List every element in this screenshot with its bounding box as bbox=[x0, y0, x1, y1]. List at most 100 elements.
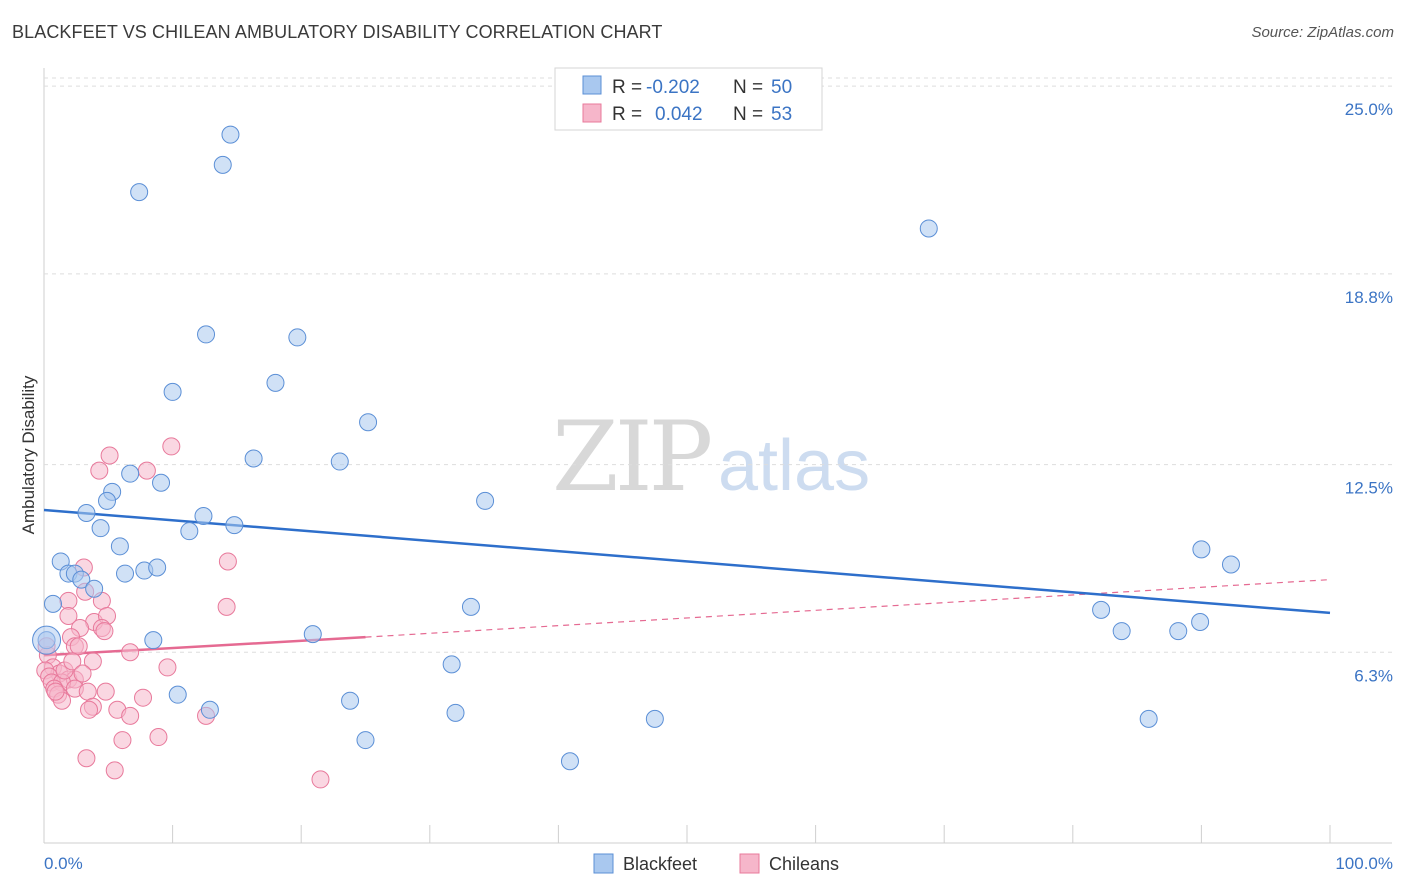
blackfeet-point bbox=[194, 507, 213, 526]
blackfeet-point bbox=[476, 491, 495, 510]
x-tick-label-min: 0.0% bbox=[44, 854, 83, 873]
blackfeet-point bbox=[560, 752, 579, 771]
legend-n-label-chileans: N = bbox=[733, 104, 763, 125]
chileans-point bbox=[77, 749, 96, 768]
bottom-legend-label-blackfeet: Blackfeet bbox=[623, 854, 697, 874]
legend: R = -0.202 N = 50 R = 0.042 N = 53 bbox=[554, 67, 823, 131]
y-axis-label: Ambulatory Disability bbox=[19, 375, 38, 534]
blackfeet-point bbox=[1092, 600, 1111, 619]
blackfeet-point bbox=[72, 570, 91, 589]
blackfeet-point bbox=[197, 325, 216, 344]
blackfeet-point bbox=[213, 155, 232, 174]
y-tick-label: 6.3% bbox=[1354, 666, 1393, 685]
chileans-point bbox=[90, 461, 109, 480]
blackfeet-point bbox=[356, 731, 375, 750]
blackfeet-point bbox=[221, 125, 240, 144]
blackfeet-point bbox=[359, 413, 378, 432]
chileans-points bbox=[36, 437, 330, 789]
chileans-point bbox=[113, 731, 132, 750]
chileans-point bbox=[158, 658, 177, 677]
blackfeet-point bbox=[91, 519, 110, 538]
blackfeet-point bbox=[180, 522, 199, 541]
blackfeet-point bbox=[1169, 622, 1188, 641]
chileans-point bbox=[121, 706, 140, 725]
y-tick-label: 25.0% bbox=[1345, 100, 1393, 119]
chileans-point bbox=[217, 597, 236, 616]
x-tick-label-max: 100.0% bbox=[1335, 854, 1393, 873]
y-tick-label: 12.5% bbox=[1345, 479, 1393, 498]
chileans-point bbox=[100, 446, 119, 465]
blackfeet-point bbox=[244, 449, 263, 468]
legend-r-value-chileans: 0.042 bbox=[655, 104, 703, 125]
chart-title: BLACKFEET VS CHILEAN AMBULATORY DISABILI… bbox=[12, 22, 663, 42]
source-label: Source: ZipAtlas.com bbox=[1251, 24, 1394, 41]
legend-r-label-blackfeet: R = bbox=[612, 77, 642, 98]
blackfeet-point bbox=[225, 516, 244, 535]
chileans-point bbox=[218, 552, 237, 571]
watermark-atlas: atlas bbox=[718, 426, 870, 506]
blackfeet-point bbox=[330, 452, 349, 471]
blackfeet-point bbox=[148, 558, 167, 577]
blackfeet-point bbox=[110, 537, 129, 556]
blackfeet-point bbox=[98, 491, 117, 510]
blackfeet-point bbox=[144, 631, 163, 650]
blackfeet-point bbox=[266, 373, 285, 392]
watermark-zip: ZIP bbox=[552, 401, 711, 513]
legend-n-label-blackfeet: N = bbox=[733, 77, 763, 98]
legend-r-label-chileans: R = bbox=[612, 104, 642, 125]
blackfeet-point bbox=[1112, 622, 1131, 641]
chileans-point bbox=[69, 637, 88, 656]
blackfeet-point bbox=[168, 685, 187, 704]
chileans-point bbox=[162, 437, 181, 456]
legend-swatch-blackfeet bbox=[582, 75, 602, 95]
blackfeet-point bbox=[645, 709, 664, 728]
chileans-point bbox=[73, 664, 92, 683]
blackfeet-point bbox=[461, 597, 480, 616]
blackfeet-point bbox=[152, 473, 171, 492]
chileans-point bbox=[105, 761, 124, 780]
blackfeet-point bbox=[1221, 555, 1240, 574]
blackfeet-point bbox=[1139, 709, 1158, 728]
blackfeet-point bbox=[303, 625, 322, 644]
bottom-legend: Blackfeet Chileans bbox=[593, 853, 839, 874]
legend-r-value-blackfeet: -0.202 bbox=[646, 77, 700, 98]
bottom-legend-label-chileans: Chileans bbox=[769, 854, 839, 874]
blackfeet-point bbox=[288, 328, 307, 347]
chileans-point bbox=[134, 688, 153, 707]
chileans-point bbox=[121, 643, 140, 662]
blackfeet-point bbox=[341, 691, 360, 710]
chileans-point bbox=[63, 652, 82, 671]
chileans-point bbox=[137, 461, 156, 480]
chileans-point bbox=[80, 700, 99, 719]
legend-swatch-chileans bbox=[582, 103, 602, 123]
blackfeet-trend-line bbox=[43, 508, 1331, 615]
gridlines bbox=[44, 77, 1392, 653]
blackfeet-point bbox=[121, 464, 140, 483]
bottom-legend-swatch-blackfeet bbox=[593, 853, 614, 874]
x-axis-ticks bbox=[43, 825, 1331, 843]
blackfeet-point bbox=[1192, 540, 1211, 559]
blackfeet-points bbox=[32, 125, 1240, 771]
blackfeet-point bbox=[130, 183, 149, 202]
legend-n-value-chileans: 53 bbox=[771, 104, 792, 125]
blackfeet-point bbox=[116, 564, 135, 583]
blackfeet-point bbox=[442, 655, 461, 674]
chileans-point bbox=[46, 682, 65, 701]
chileans-point bbox=[95, 622, 114, 641]
chileans-point bbox=[59, 606, 78, 625]
blackfeet-point bbox=[919, 219, 938, 238]
chileans-point bbox=[59, 591, 78, 610]
legend-n-value-blackfeet: 50 bbox=[771, 77, 792, 98]
blackfeet-point bbox=[44, 594, 63, 613]
chileans-point bbox=[311, 770, 330, 789]
y-tick-labels: 6.3% 12.5% 18.8% 25.0% bbox=[1345, 100, 1393, 685]
blackfeet-point-large bbox=[32, 625, 62, 655]
chileans-point bbox=[83, 652, 102, 671]
bottom-legend-swatch-chileans bbox=[739, 853, 760, 874]
blackfeet-point bbox=[446, 703, 465, 722]
blackfeet-point bbox=[85, 579, 104, 598]
chileans-point bbox=[78, 682, 97, 701]
chileans-trend-line-dashed bbox=[365, 579, 1331, 638]
blackfeet-point bbox=[1191, 613, 1210, 632]
